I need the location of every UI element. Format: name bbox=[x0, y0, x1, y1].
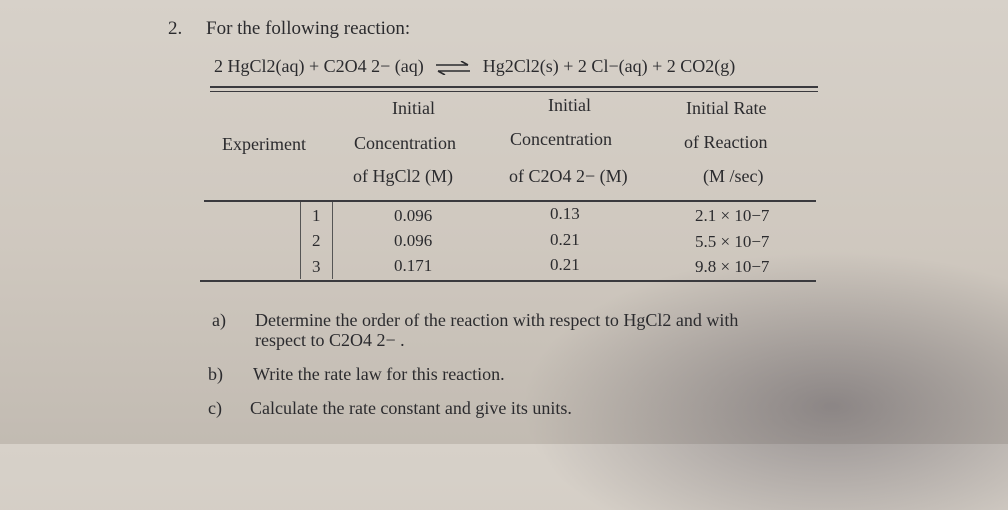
subquestion-b-text: Write the rate law for this reaction. bbox=[253, 364, 505, 384]
table-cell-c2o4: 0.21 bbox=[550, 230, 580, 249]
table-cell-c2o4: 0.21 bbox=[550, 255, 580, 274]
table-cell-exp: 1 bbox=[312, 206, 321, 225]
subquestion-label-b: b) bbox=[208, 364, 223, 384]
table-cell-exp: 3 bbox=[312, 257, 321, 276]
equilibrium-arrows-icon bbox=[436, 60, 471, 75]
table-top-rule-thin bbox=[210, 91, 818, 92]
table-cell-rate: 5.5 × 10−7 bbox=[695, 232, 770, 251]
table-cell-exp: 2 bbox=[312, 231, 321, 250]
reaction-products: Hg2Cl2(s) + 2 Cl−(aq) + 2 CO2(g) bbox=[482, 56, 736, 76]
question-prompt: For the following reaction: bbox=[206, 18, 411, 39]
table-bottom-rule bbox=[200, 280, 816, 282]
question-number: 2. bbox=[168, 18, 183, 39]
table-top-rule bbox=[210, 86, 818, 88]
reaction-reactants: 2 HgCl2(aq) + C2O4 2− (aq) bbox=[214, 56, 424, 76]
subquestion-a-text: Determine the order of the reaction with… bbox=[255, 310, 739, 330]
header-c2o4-line2: Concentration bbox=[510, 129, 612, 149]
subquestion-c-text: Calculate the rate constant and give its… bbox=[250, 398, 572, 418]
table-cell-hgcl2: 0.096 bbox=[394, 231, 433, 250]
header-rate-line3: (M /sec) bbox=[703, 166, 764, 186]
header-hgcl2-line1: Initial bbox=[392, 98, 435, 118]
header-c2o4-line3: of C2O4 2− (M) bbox=[509, 166, 628, 186]
table-header-rule bbox=[204, 200, 816, 202]
table-cell-hgcl2: 0.171 bbox=[394, 256, 433, 275]
table-cell-rate: 2.1 × 10−7 bbox=[695, 206, 770, 225]
subquestion-a-text-cont: respect to C2O4 2− . bbox=[255, 330, 405, 350]
table-cell-rate: 9.8 × 10−7 bbox=[695, 257, 770, 276]
subquestion-label-c: c) bbox=[208, 398, 222, 418]
subquestion-label-a: a) bbox=[212, 310, 226, 330]
header-experiment: Experiment bbox=[222, 134, 306, 154]
header-hgcl2-line2: Concentration bbox=[354, 133, 456, 153]
column-separator bbox=[332, 202, 333, 279]
header-hgcl2-line3: of HgCl2 (M) bbox=[353, 166, 453, 186]
header-rate-line1: Initial Rate bbox=[686, 98, 767, 118]
reaction-equation: 2 HgCl2(aq) + C2O4 2− (aq) Hg2Cl2(s) + 2… bbox=[214, 56, 735, 77]
table-cell-hgcl2: 0.096 bbox=[394, 206, 433, 225]
column-separator bbox=[300, 202, 301, 279]
header-c2o4-line1: Initial bbox=[548, 95, 591, 115]
page-shadow bbox=[520, 250, 1008, 510]
header-rate-line2: of Reaction bbox=[684, 132, 768, 152]
table-cell-c2o4: 0.13 bbox=[550, 204, 580, 223]
